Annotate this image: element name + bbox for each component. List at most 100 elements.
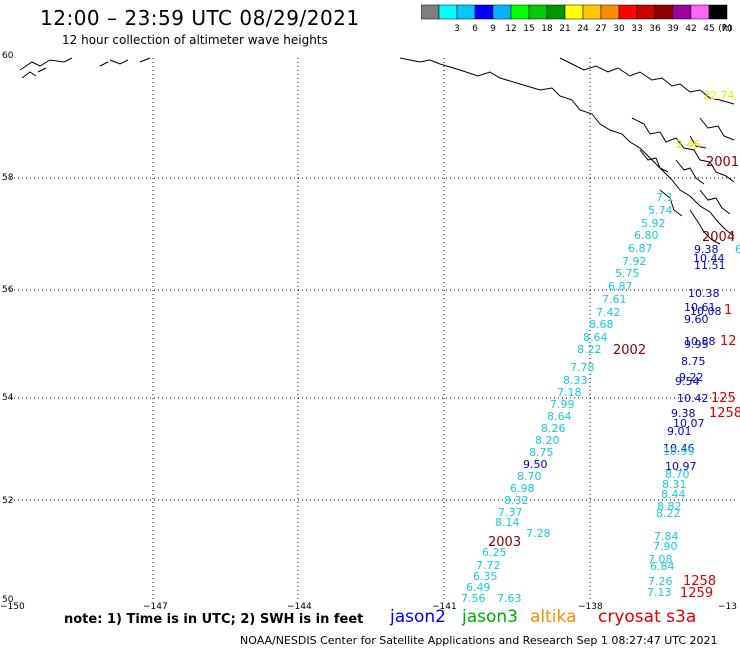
credit-line: NOAA/NESDIS Center for Satellite Applica…	[240, 634, 718, 647]
track-id-label: 1258	[683, 574, 716, 589]
track-id-label: 12	[720, 334, 737, 349]
legend-tick-label: 3	[454, 24, 460, 34]
wave-height-label: 6.49	[466, 581, 491, 594]
legend-tick-label: 42	[685, 24, 696, 34]
wave-height-label: 5.75	[615, 267, 640, 280]
observation-layer: 22.742.4620017.15.745.926.806.877.925.75…	[0, 0, 740, 605]
latitude-label: 52	[2, 496, 13, 506]
wave-height-label: 9.38	[694, 243, 719, 256]
wave-height-label: 8.32	[504, 494, 529, 507]
wave-height-label: 7.63	[497, 592, 522, 605]
legend-tick-label: 21	[559, 24, 570, 34]
longitude-label: −138	[578, 602, 603, 612]
track-id-label: 1	[724, 303, 732, 318]
wave-height-label: 8.20	[535, 434, 560, 447]
wave-height-label: 8.70	[665, 468, 690, 481]
wave-height-label: 8.31	[662, 478, 687, 491]
wave-height-label: 7.42	[596, 306, 621, 319]
wave-height-label: 7.37	[498, 506, 523, 519]
wave-height-label: 8.26	[541, 422, 566, 435]
wave-height-label: 7.84	[654, 530, 679, 543]
wave-height-label: 10.42	[677, 392, 709, 405]
track-id-label: 125	[711, 391, 736, 406]
wave-height-label: 7.18	[557, 386, 582, 399]
wave-height-label: 5.74	[648, 204, 673, 217]
wave-height-label: 2.46	[676, 138, 701, 151]
longitude-label: −13	[718, 602, 737, 612]
track-id-label: 2003	[488, 535, 521, 550]
legend-swatch	[690, 4, 710, 20]
wave-height-label: 22.74	[703, 89, 735, 102]
wave-height-label: 10.46	[663, 442, 695, 455]
wave-height-label: 8.14	[495, 516, 520, 529]
legend-swatch	[528, 4, 548, 20]
wave-height-label: 7.92	[622, 255, 647, 268]
wave-height-label: 6.25	[482, 546, 507, 559]
wave-height-label: 7.08	[648, 553, 673, 566]
wave-height-label: 6.84	[650, 560, 675, 573]
page-subtitle: 12 hour collection of altimeter wave hei…	[62, 33, 328, 47]
track-id-label: 1259	[680, 586, 713, 601]
legend-swatch	[492, 4, 512, 20]
wave-height-label: 6.87	[608, 280, 633, 293]
legend-swatch	[618, 4, 638, 20]
satellite-label-cryosat-s3a: cryosat s3a	[598, 607, 697, 627]
legend-tick-label: 27	[595, 24, 606, 34]
wave-height-label: 6.98	[510, 482, 535, 495]
legend-tick-label: 12	[505, 24, 516, 34]
wave-height-label: 8.75	[681, 355, 706, 368]
legend-tick-label: 39	[667, 24, 679, 34]
latitude-label: 56	[2, 285, 14, 295]
legend-swatch	[510, 4, 530, 20]
track-id-label: 2002	[613, 343, 646, 358]
legend-tick-label: 70	[721, 24, 733, 34]
legend-tick-label: 36	[649, 24, 661, 34]
legend-swatch	[421, 4, 440, 20]
wave-height-label: 9.95	[684, 338, 709, 351]
page-title: 12:00 – 23:59 UTC 08/29/2021	[40, 6, 360, 30]
wave-height-label: 10.88	[684, 335, 716, 348]
wave-height-label: 9.22	[679, 371, 704, 384]
latitude-label: 50	[2, 595, 14, 605]
wave-height-label: 8.22	[577, 343, 602, 356]
latitude-labels: 60 58 56 54 52 50	[2, 51, 14, 605]
legend-tick-label: 6	[472, 24, 478, 34]
wave-height-label: 9.38	[671, 407, 696, 420]
wave-height-label: 10.44	[693, 252, 725, 265]
wave-height-label: 9.54	[675, 375, 700, 388]
legend-tick-label: 24	[577, 24, 589, 34]
latitude-label: 58	[2, 173, 14, 183]
satellite-label-jason3: jason3	[462, 607, 518, 627]
wave-height-label: 7.99	[550, 398, 575, 411]
legend-unit: (ft)	[718, 24, 732, 34]
wave-height-label: 7.78	[570, 361, 595, 374]
track-id-label: 2001	[706, 155, 739, 170]
track-id-label: 1258	[709, 406, 740, 421]
coastline	[19, 57, 735, 245]
legend-swatch	[600, 4, 620, 20]
legend-swatch	[474, 4, 494, 20]
wave-height-label: 6.35	[473, 570, 498, 583]
legend-swatch	[564, 4, 584, 20]
latitude-label: 54	[2, 393, 14, 403]
track-id-label: 2004	[702, 230, 735, 245]
satellite-label-altika: altika	[530, 607, 577, 627]
legend-swatch	[708, 4, 728, 20]
wave-height-label: 8.64	[547, 410, 572, 423]
wave-height-label: 7.72	[476, 559, 501, 572]
wave-height-label: 7.90	[653, 540, 678, 553]
legend-swatch	[582, 4, 602, 20]
wave-height-label: 7.61	[602, 293, 627, 306]
wave-height-label: 7.26	[648, 575, 673, 588]
legend-swatch	[672, 4, 692, 20]
legend-tick-label: 30	[613, 24, 625, 34]
legend-swatch	[654, 4, 674, 20]
longitude-label: −150	[0, 602, 25, 612]
wave-height-label: 8.22	[656, 507, 681, 520]
legend-swatch	[636, 4, 656, 20]
wave-height-label: 8.64	[583, 331, 608, 344]
wave-height-label: 9.50	[523, 458, 548, 471]
wave-height-label: 8.68	[589, 318, 614, 331]
latitude-label: 60	[2, 51, 14, 61]
